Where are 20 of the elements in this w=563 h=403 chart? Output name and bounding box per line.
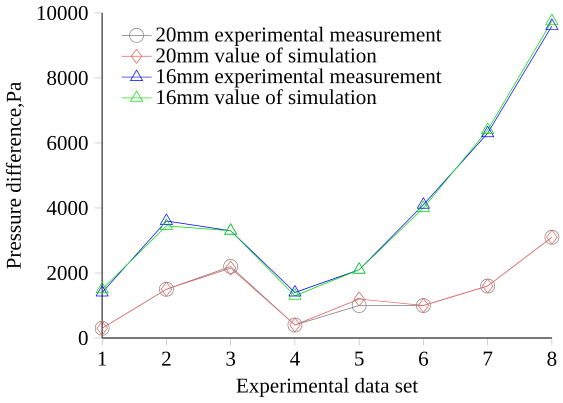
legend-label: 20mm value of simulation <box>156 48 376 63</box>
y-axis-title: Pressure difference,Pa <box>6 82 24 269</box>
x-axis-title: Experimental data set <box>236 378 418 398</box>
x-tick-label: 1 <box>98 352 106 366</box>
x-tick-label: 4 <box>290 352 300 366</box>
legend-label: 16mm experimental measurement <box>157 68 442 88</box>
x-tick-label: 5 <box>355 352 364 366</box>
y-tick-label: 10000 <box>38 6 88 20</box>
x-tick-label: 6 <box>419 352 428 366</box>
x-tick-label: 8 <box>547 352 556 366</box>
legend-label: 16mm value of simulation <box>157 89 376 104</box>
x-tick-label: 2 <box>162 352 171 366</box>
y-tick-label: 6000 <box>47 136 88 150</box>
y-tick-label: 2000 <box>47 266 88 280</box>
y-tick-label: 8000 <box>47 70 88 86</box>
x-tick-label: 3 <box>226 352 236 366</box>
y-tick-label: 4000 <box>46 200 88 216</box>
x-tick-label: 7 <box>484 352 492 366</box>
y-tick-label: 0 <box>78 330 88 346</box>
legend-label: 20mm experimental measurement <box>156 26 442 46</box>
